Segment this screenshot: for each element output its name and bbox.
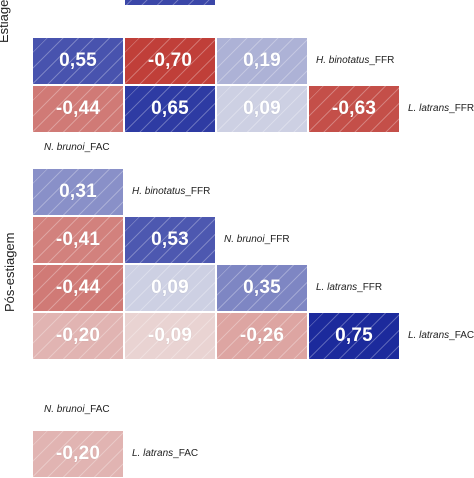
variable-label-suffix: _FFR bbox=[264, 234, 290, 245]
heatmap-cell: -0,44 bbox=[32, 264, 124, 312]
cell-value-label: 0,09 bbox=[151, 277, 189, 298]
variable-label-suffix: _FAC bbox=[173, 448, 199, 459]
variable-label-suffix: _FFR bbox=[369, 55, 395, 66]
variable-label-species: L. latrans bbox=[132, 448, 174, 459]
heatmap-cell: -0,63 bbox=[308, 85, 400, 133]
heatmap-cell: -0,41 bbox=[32, 216, 124, 264]
variable-label: N. brunoi_FFR bbox=[224, 234, 290, 246]
cell-value-label: -0,44 bbox=[55, 277, 101, 298]
cell-value-label: -0,09 bbox=[147, 325, 193, 346]
cell-value-label: 0,65 bbox=[151, 98, 189, 119]
column-header-label-suffix: _FAC bbox=[84, 404, 110, 415]
variable-label-species: H. binotatus bbox=[132, 186, 186, 197]
column-header-label: N. brunoi_FAC bbox=[44, 142, 110, 154]
cell-value-label: 0,35 bbox=[243, 277, 281, 298]
cell-value-label: 0,53 bbox=[151, 229, 189, 250]
variable-label-species: H. binotatus bbox=[316, 55, 370, 66]
column-header-label-species: N. brunoi bbox=[44, 142, 85, 153]
heatmap-cell: -0,20 bbox=[32, 312, 124, 360]
heatmap-cell: 0,53 bbox=[124, 216, 216, 264]
cell-value-label: -0,44 bbox=[55, 98, 101, 119]
heatmap-cell: -0,09 bbox=[124, 312, 216, 360]
heatmap-cell: -0,26 bbox=[216, 312, 308, 360]
variable-label: L. latrans_FAC bbox=[408, 330, 474, 342]
cell-value-label: -0,26 bbox=[239, 325, 285, 346]
cell-value-label: -0,41 bbox=[55, 229, 101, 250]
heatmap-cell: 0,75 bbox=[308, 312, 400, 360]
heatmap-cell: 0,35 bbox=[216, 264, 308, 312]
cell-value-label: -0,63 bbox=[331, 98, 377, 119]
variable-label: H. binotatus_FFR bbox=[132, 186, 210, 198]
variable-label-suffix: _FFR bbox=[185, 186, 211, 197]
variable-label-suffix: _FAC bbox=[449, 330, 474, 341]
heatmap-cell: 0,65 bbox=[124, 85, 216, 133]
cell-value-label: 0,31 bbox=[59, 181, 97, 202]
cell-value-label: -0,70 bbox=[147, 50, 193, 71]
variable-label-species: L. latrans bbox=[408, 330, 450, 341]
heatmap-cell: 0,19 bbox=[216, 37, 308, 85]
heatmap-cell: -0,20 bbox=[32, 430, 124, 478]
variable-label: L. latrans_FFR bbox=[408, 103, 474, 115]
heatmap-cell: -0,44 bbox=[32, 85, 124, 133]
column-header-label: N. brunoi_FAC bbox=[44, 404, 110, 416]
cell-value-label: 0,09 bbox=[243, 98, 281, 119]
heatmap-cell: 0,31 bbox=[32, 168, 124, 216]
cell-value-label: 0,55 bbox=[59, 50, 97, 71]
variable-label-suffix: _FFR bbox=[449, 103, 474, 114]
cell-value-label: 0,19 bbox=[243, 50, 281, 71]
heatmap-cell: 0,55 bbox=[32, 37, 124, 85]
heatmap-cell: -0,70 bbox=[124, 37, 216, 85]
column-header-label-species: N. brunoi bbox=[44, 404, 85, 415]
variable-label-suffix: _FFR bbox=[357, 282, 383, 293]
variable-label: L. latrans_FAC bbox=[132, 448, 198, 460]
period-axis-label: Pós-estiagem bbox=[2, 232, 17, 312]
column-header-label-suffix: _FAC bbox=[84, 142, 110, 153]
variable-label-species: L. latrans bbox=[408, 103, 450, 114]
variable-label-species: N. brunoi bbox=[224, 234, 265, 245]
heatmap-cell: 0,09 bbox=[124, 264, 216, 312]
variable-label-species: L. latrans bbox=[316, 282, 358, 293]
cell-value-label: -0,20 bbox=[55, 443, 101, 464]
heatmap-cell: 0,09 bbox=[216, 85, 308, 133]
cell-value-label: -0,20 bbox=[55, 325, 101, 346]
heatmap-cell-cropped bbox=[124, 0, 216, 6]
variable-label: H. binotatus_FFR bbox=[316, 55, 394, 67]
cell-value-label: 0,75 bbox=[335, 325, 373, 346]
variable-label: L. latrans_FFR bbox=[316, 282, 382, 294]
period-axis-label: Estiagem bbox=[0, 0, 11, 43]
